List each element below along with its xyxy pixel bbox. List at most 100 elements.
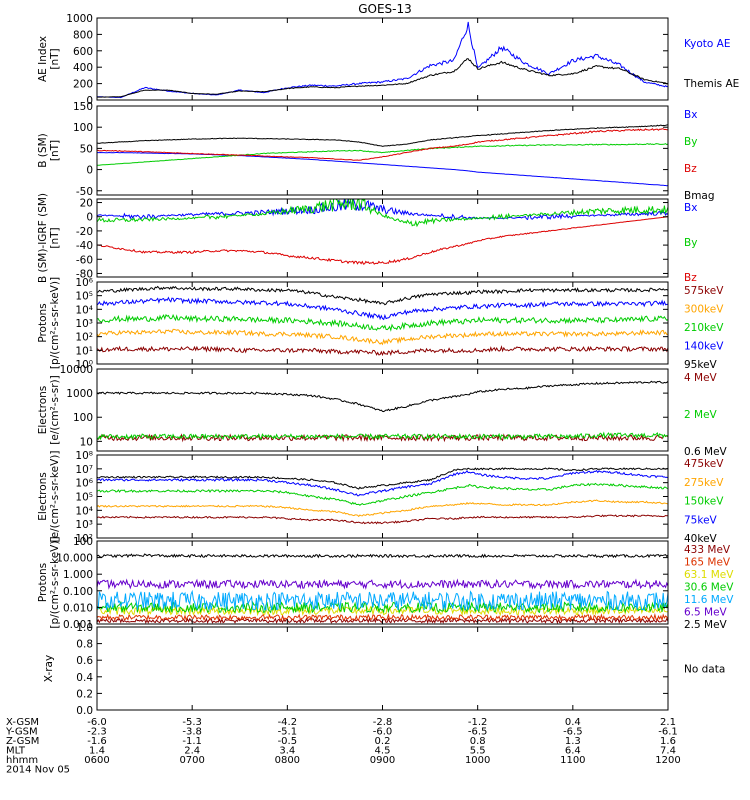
- y-axis-label: Electrons: [37, 472, 49, 521]
- legend-label-no-data: No data: [684, 664, 725, 676]
- x-tick-label: 1000: [465, 755, 490, 766]
- ephemeris-value: 0.4: [565, 717, 581, 728]
- y-tick-label: 0.010: [63, 602, 93, 614]
- y-tick-label: 0.4: [76, 672, 93, 684]
- y-tick-label: -80: [76, 268, 93, 280]
- panel-bigrf: -80 -60 -40 -20 0 20 B (SM)-IGRF (SM) [nT] Bx By B…: [37, 193, 697, 284]
- y-tick-label: 0.100: [63, 586, 93, 598]
- series-line-bz: [97, 216, 668, 265]
- legend-label-433-mev: 433 MeV: [684, 544, 731, 556]
- y-tick-label: 600: [73, 46, 93, 58]
- series-line-95kev: [97, 345, 668, 357]
- y-tick-label: 10⁶: [75, 277, 93, 289]
- y-tick-label: 20: [80, 198, 93, 210]
- y-axis-label: [e/(cm²-s-sr-keV)]: [49, 451, 61, 543]
- panel-frame: [96, 626, 669, 711]
- series-line-themis-ae: [97, 58, 668, 98]
- y-tick-label: -20: [76, 226, 93, 238]
- legend-label-bmag: Bmag: [684, 190, 715, 202]
- ephemeris-value: -1.1: [182, 736, 202, 747]
- series-line-kyoto-ae: [97, 21, 668, 99]
- ephemeris-value: 2.1: [660, 717, 676, 728]
- y-tick-label: -50: [76, 186, 93, 198]
- y-tick-label: 10²: [75, 533, 93, 545]
- panel-frame: [96, 105, 669, 196]
- series-line-140kev: [97, 328, 668, 346]
- date-label: 2014 Nov 05: [6, 765, 70, 776]
- ephemeris-value: -6.0: [87, 717, 107, 728]
- y-tick-label: 10²: [75, 332, 93, 344]
- figure-title: GOES-13: [358, 2, 412, 16]
- series-line-210kev: [97, 313, 668, 332]
- panel-ae: 0 200 400 600 800 1000 AE Index [nT] Kyoto AE The…: [37, 13, 739, 107]
- ephemeris-value: 7.4: [660, 746, 676, 757]
- legend-label-40kev: 40keV: [684, 533, 718, 545]
- ephemeris-value: -5.1: [278, 727, 298, 738]
- y-axis-label: [p/(cm²-s-sr-keV)]: [49, 536, 61, 628]
- legend-label-75kev: 75keV: [684, 514, 718, 526]
- series-line-bz: [97, 128, 668, 161]
- ephemeris-value: 1.4: [89, 746, 105, 757]
- series-line-by: [97, 199, 668, 228]
- series-line-0-6-mev: [97, 380, 668, 413]
- y-tick-label: 10000: [60, 364, 93, 376]
- series-line-11-6-mev: [97, 589, 668, 612]
- legend-label-11-6-mev: 11.6 MeV: [684, 594, 734, 606]
- y-axis-label: [nT]: [49, 227, 61, 248]
- legend-label-4-mev: 4 MeV: [684, 372, 718, 384]
- ephemeris-row-label: X-GSM: [6, 717, 39, 728]
- panel-xray: 0.0 0.2 0.4 0.6 0.8 1.0 X-ray No data: [43, 622, 725, 717]
- series-line-150kev: [97, 482, 668, 506]
- y-axis-label: AE Index: [37, 36, 49, 82]
- y-tick-label: 10³: [75, 519, 93, 531]
- ephemeris-value: -2.3: [87, 727, 107, 738]
- y-tick-label: 1.0: [76, 622, 93, 634]
- series-line-165-mev: [97, 612, 668, 622]
- legend-label-2-5-mev: 2.5 MeV: [684, 619, 728, 631]
- y-tick-label: 10⁷: [75, 464, 93, 476]
- legend-label-140kev: 140keV: [684, 341, 724, 353]
- legend-label-by: By: [684, 237, 697, 249]
- panel-protons_mev: 0.001 0.010 0.100 1.000 10.000 100 Protons [p/(…: [37, 536, 734, 631]
- ephemeris-value: -1.2: [468, 717, 488, 728]
- legend-label-95kev: 95keV: [684, 359, 718, 371]
- series-line-30-6-mev: [97, 600, 668, 615]
- y-axis-label: Protons: [37, 303, 49, 342]
- legend-label-bx: Bx: [684, 109, 697, 121]
- ephemeris-value: 0.2: [375, 736, 391, 747]
- panel-frame: [96, 281, 669, 365]
- y-axis-label: [nT]: [49, 140, 61, 161]
- ephemeris-row-label: MLT: [6, 746, 26, 757]
- legend-label-165-mev: 165 MeV: [684, 557, 731, 569]
- y-tick-label: 10: [80, 436, 93, 448]
- x-tick-label: 1100: [560, 755, 585, 766]
- y-tick-label: 10⁰: [75, 359, 93, 371]
- y-tick-label: 10⁶: [75, 478, 93, 490]
- legend-label-kyoto-ae: Kyoto AE: [684, 38, 730, 50]
- legend-label-2-mev: 2 MeV: [684, 409, 718, 421]
- ephemeris-value: 2.4: [184, 746, 200, 757]
- y-tick-label: 200: [73, 79, 93, 91]
- y-tick-label: 0.6: [76, 655, 93, 667]
- legend-label-bz: Bz: [684, 272, 697, 284]
- ephemeris-value: -4.2: [278, 717, 298, 728]
- series-line-by: [97, 143, 668, 166]
- y-tick-label: 0.001: [63, 619, 93, 631]
- legend-label-by: By: [684, 136, 697, 148]
- y-tick-label: 150: [73, 101, 93, 113]
- y-tick-label: 10³: [75, 318, 93, 330]
- y-tick-label: 1000: [66, 13, 93, 25]
- x-tick-label: 0600: [84, 755, 109, 766]
- y-tick-label: 10.000: [56, 553, 93, 565]
- y-tick-label: 10⁵: [75, 291, 93, 303]
- ephemeris-value: 5.5: [470, 746, 486, 757]
- x-axis-label: hhmm: [6, 755, 38, 766]
- legend-label-275kev: 275keV: [684, 477, 724, 489]
- series-line-2-mev: [97, 431, 668, 441]
- y-tick-label: 50: [80, 143, 93, 155]
- series-line-6-5-mev: [97, 578, 668, 590]
- legend-label-475kev: 475keV: [684, 458, 724, 470]
- series-line-bx: [97, 199, 668, 221]
- ephemeris-row-label: Y-GSM: [5, 727, 38, 738]
- legend-label-300kev: 300keV: [684, 304, 724, 316]
